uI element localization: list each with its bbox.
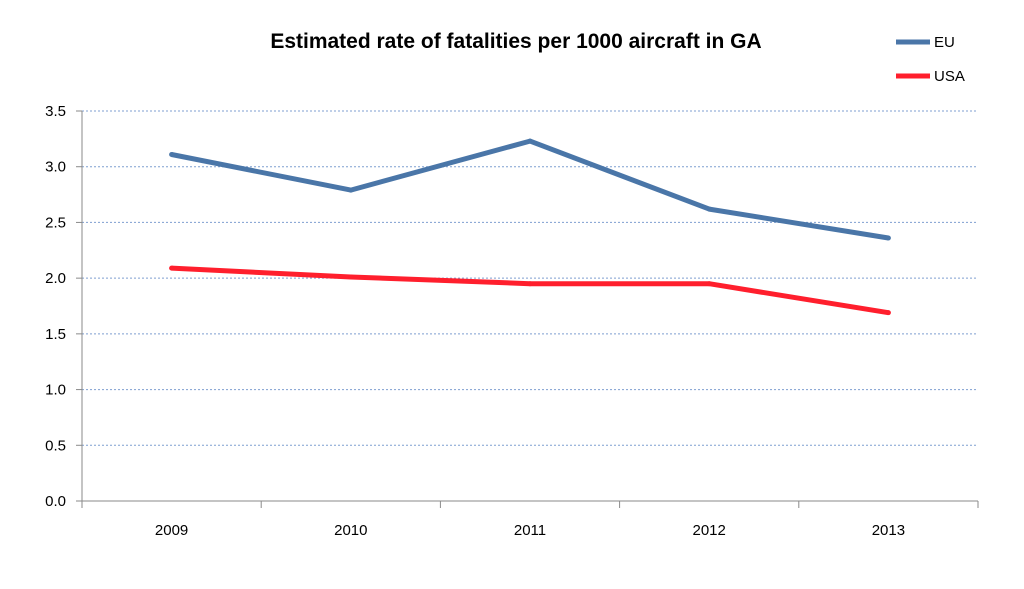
axes: 0.0 0.5 1.0 1.5 2.0 2.5 3.0 3.5 2009 2010 2011 2012… [45, 103, 979, 539]
y-tick-label: 2.5 [45, 214, 66, 231]
data-point-usa [348, 274, 354, 280]
x-tick-label: 2010 [334, 522, 367, 539]
legend-label-eu: EU [934, 34, 955, 51]
y-tick-label: 3.5 [45, 103, 66, 120]
x-tick-label: 2009 [155, 522, 188, 539]
x-tick-label: 2011 [514, 522, 546, 539]
chart-title: Estimated rate of fatalities per 1000 ai… [270, 30, 761, 53]
y-tick-label: 1.0 [45, 382, 66, 399]
data-point-usa [169, 265, 175, 271]
y-tick-label: 0.5 [45, 437, 66, 454]
data-point-eu [706, 206, 712, 212]
data-point-eu [169, 151, 175, 157]
legend-label-usa: USA [934, 68, 965, 85]
series-line-eu [171, 138, 889, 241]
data-point-usa [706, 281, 712, 287]
data-point-usa [885, 310, 891, 316]
data-point-eu [885, 235, 891, 241]
y-tick-label: 1.5 [45, 326, 66, 343]
y-tick-label: 3.0 [45, 159, 66, 176]
series [169, 138, 891, 316]
x-tick-label: 2012 [693, 522, 726, 539]
legend: EU USA [896, 34, 965, 85]
data-point-eu [348, 187, 354, 193]
y-tick-label: 0.0 [45, 493, 66, 510]
y-tick-label: 2.0 [45, 270, 66, 287]
series-line-usa [171, 265, 889, 316]
data-point-eu [527, 138, 533, 144]
data-point-usa [527, 281, 533, 287]
x-tick-label: 2013 [872, 522, 905, 539]
gridlines [82, 110, 978, 446]
